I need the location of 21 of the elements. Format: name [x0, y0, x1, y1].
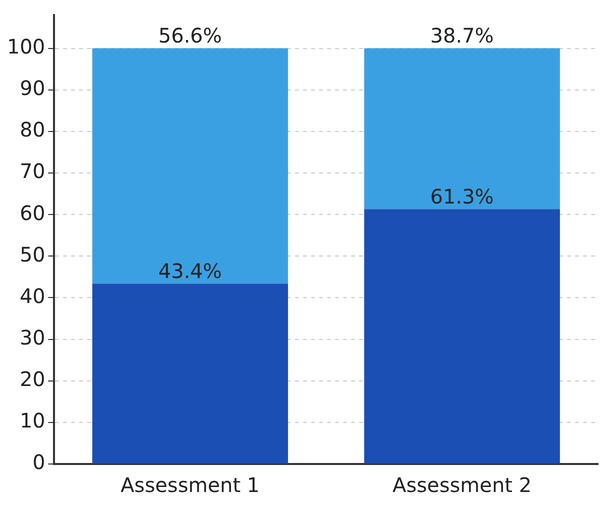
y-tick-label: 90 [20, 76, 46, 100]
x-tick-label: Assessment 1 [120, 473, 260, 498]
bar [364, 209, 560, 464]
bar [364, 48, 560, 210]
y-tick-label: 10 [20, 408, 46, 433]
y-tick-label: 40 [20, 284, 46, 308]
y-tick-label: 80 [20, 118, 46, 142]
data-label: 61.3% [430, 184, 494, 208]
data-label: 43.4% [158, 258, 222, 283]
data-label: 38.7% [430, 23, 494, 48]
y-tick-label: 0 [32, 450, 46, 474]
y-tick-label: 70 [20, 159, 46, 184]
y-tick-label: 60 [20, 200, 46, 225]
data-label: 56.6% [158, 23, 222, 48]
bar [92, 284, 288, 464]
y-tick-label: 50 [20, 242, 46, 266]
bar [92, 48, 288, 284]
y-tick-label: 20 [20, 367, 46, 392]
y-tick-label: 30 [20, 325, 46, 350]
y-tick-label: 100 [6, 34, 46, 58]
x-tick-label: Assessment 2 [392, 473, 532, 498]
